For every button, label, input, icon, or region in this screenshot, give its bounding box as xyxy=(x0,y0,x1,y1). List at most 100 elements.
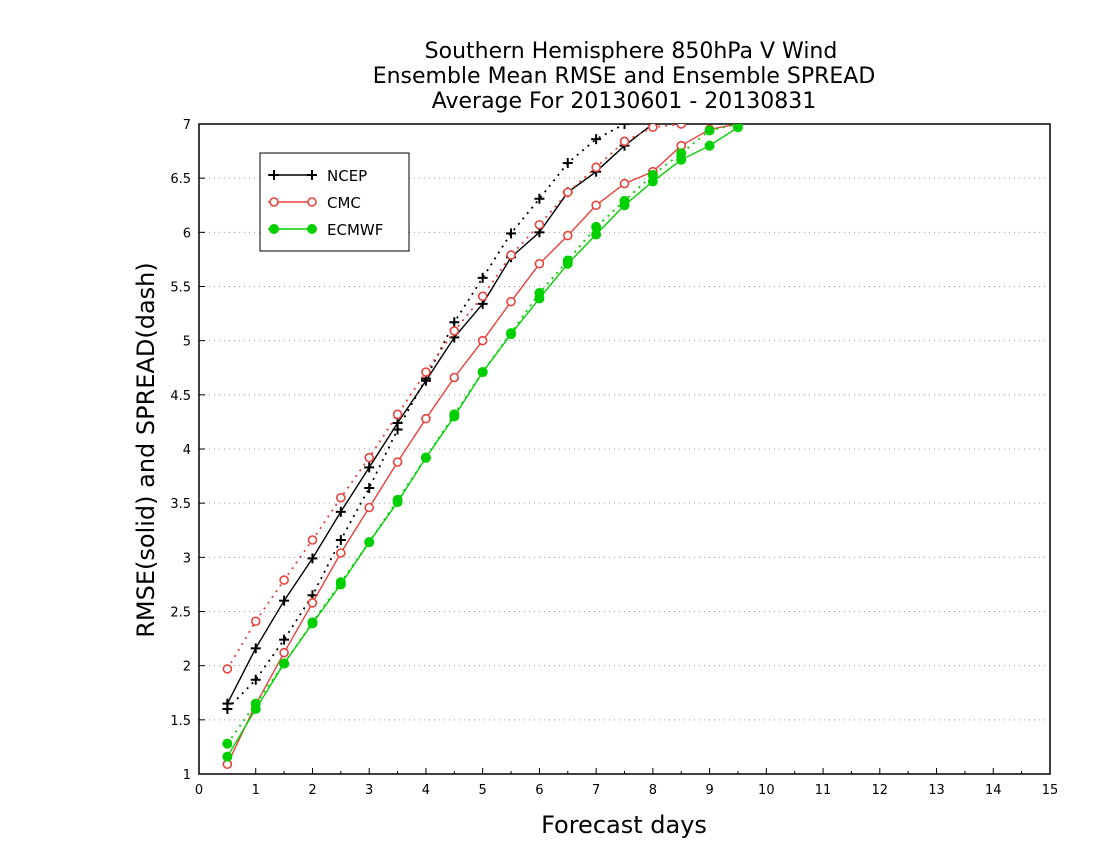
ecmwf-spread-point xyxy=(647,169,658,180)
ncep-spread-point xyxy=(222,704,233,714)
cmc-spread-point xyxy=(392,409,403,420)
ncep-rmse-line xyxy=(226,124,654,704)
x-tick-label: 10 xyxy=(758,783,775,798)
y-tick-label: 4.5 xyxy=(170,389,191,404)
x-tick-label: 12 xyxy=(872,783,889,798)
ecmwf-spread-point xyxy=(335,577,346,588)
cmc-spread-point xyxy=(591,162,601,173)
y-tick-label: 1 xyxy=(183,768,191,783)
axis-ticks xyxy=(198,123,1051,775)
cmc-rmse-point xyxy=(506,296,516,307)
ncep-rmse-point xyxy=(250,643,261,654)
legend: NCEP CMC ECMWF xyxy=(259,152,410,252)
legend-marker-ncep xyxy=(269,170,279,180)
cmc-spread-point xyxy=(506,250,516,260)
ncep-rmse-point xyxy=(364,462,375,473)
cmc-spread-point xyxy=(534,219,545,230)
x-tick-label: 7 xyxy=(592,783,600,798)
ecmwf-spread-point xyxy=(506,328,517,339)
y-axis-label: RMSE(solid) and SPREAD(dash) xyxy=(132,262,160,638)
x-tick-label: 3 xyxy=(365,783,373,798)
cmc-rmse-point xyxy=(307,598,318,608)
ecmwf-spread-point xyxy=(307,617,318,628)
y-tick-label: 1.5 xyxy=(170,714,191,729)
cmc-rmse-point xyxy=(279,647,289,658)
y-axis-tick-labels: 1 1.5 2 2.5 3 3.5 4 4.5 5 5.5 6 6.5 7 xyxy=(170,118,191,783)
x-tick-label: 13 xyxy=(928,783,945,798)
cmc-rmse-point xyxy=(591,200,601,211)
legend-marker-ncep xyxy=(307,170,317,180)
ecmwf-spread-point xyxy=(534,288,545,298)
x-tick-label: 11 xyxy=(815,783,832,798)
chart-title-line-2: Ensemble Mean RMSE and Ensemble SPREAD xyxy=(373,64,876,89)
legend-item-ncep: NCEP xyxy=(268,167,367,185)
cmc-spread-point xyxy=(449,326,460,336)
ncep-rmse-point xyxy=(307,553,318,564)
x-tick-label: 4 xyxy=(422,783,430,798)
chart-title-line-3: Average For 20130601 - 20130831 xyxy=(432,89,817,114)
x-tick-label: 8 xyxy=(649,783,657,798)
legend-marker-ecmwf xyxy=(269,224,279,234)
ncep-spread-point xyxy=(591,134,602,145)
cmc-spread-point xyxy=(477,291,488,302)
ecmwf-spread-point xyxy=(562,255,573,266)
ncep-spread-point xyxy=(619,124,630,129)
cmc-spread-point xyxy=(336,492,346,503)
ncep-spread-point xyxy=(250,674,261,685)
x-tick-label: 15 xyxy=(1042,783,1059,798)
y-tick-label: 2.5 xyxy=(170,606,191,621)
ncep-spread-point xyxy=(534,193,545,204)
cmc-spread-point xyxy=(562,187,573,198)
ncep-spread-point xyxy=(364,483,375,493)
x-tick-label: 14 xyxy=(985,783,1002,798)
cmc-rmse-point xyxy=(477,335,488,346)
ncep-spread-point xyxy=(335,535,346,545)
legend-item-ecmwf: ECMWF xyxy=(268,221,383,239)
ecmwf-spread-point xyxy=(420,452,431,463)
cmc-spread-markers xyxy=(222,124,687,674)
cmc-spread-point xyxy=(222,664,233,674)
cmc-spread-point xyxy=(421,367,431,377)
y-tick-label: 5 xyxy=(183,335,191,350)
ecmwf-spread-point xyxy=(250,698,261,709)
ncep-spread-point xyxy=(506,228,517,239)
legend-label-ncep: NCEP xyxy=(327,167,367,185)
cmc-rmse-point xyxy=(449,372,460,383)
ncep-spread-point xyxy=(279,634,290,645)
legend-marker-cmc xyxy=(269,197,279,207)
x-tick-label: 5 xyxy=(479,783,487,798)
cmc-spread-point xyxy=(250,616,261,627)
x-tick-label: 9 xyxy=(705,783,713,798)
ncep-spread-point xyxy=(477,272,488,283)
ecmwf-spread-point xyxy=(364,537,375,548)
cmc-spread-point xyxy=(676,124,687,129)
ecmwf-spread-point xyxy=(619,195,630,206)
series-layer xyxy=(222,124,743,770)
ncep-spread-point xyxy=(562,158,573,168)
grid xyxy=(199,177,1050,721)
ecmwf-spread-point xyxy=(392,494,403,505)
ncep-spread-point xyxy=(449,317,460,328)
cmc-rmse-point xyxy=(534,258,545,269)
ncep-spread-point xyxy=(392,424,403,435)
cmc-rmse-point xyxy=(562,230,573,241)
y-tick-label: 4 xyxy=(183,443,191,458)
cmc-spread-point xyxy=(648,124,658,133)
cmc-spread-point xyxy=(364,452,375,463)
x-tick-label: 0 xyxy=(195,783,203,798)
legend-label-ecmwf: ECMWF xyxy=(327,221,383,239)
y-tick-label: 3.5 xyxy=(170,497,191,512)
ecmwf-rmse-point xyxy=(704,140,715,151)
cmc-rmse-point xyxy=(392,457,403,467)
ecmwf-spread-point xyxy=(704,125,715,136)
ecmwf-spread-point xyxy=(279,658,290,669)
ncep-rmse-point xyxy=(335,506,346,517)
ncep-rmse-point xyxy=(279,595,290,606)
ecmwf-spread-point xyxy=(591,221,602,232)
ecmwf-spread-point xyxy=(222,738,233,749)
chart-title-line-1: Southern Hemisphere 850hPa V Wind xyxy=(425,39,838,64)
y-tick-label: 5.5 xyxy=(170,281,191,296)
y-tick-label: 2 xyxy=(183,660,191,675)
x-tick-label: 2 xyxy=(308,783,316,798)
